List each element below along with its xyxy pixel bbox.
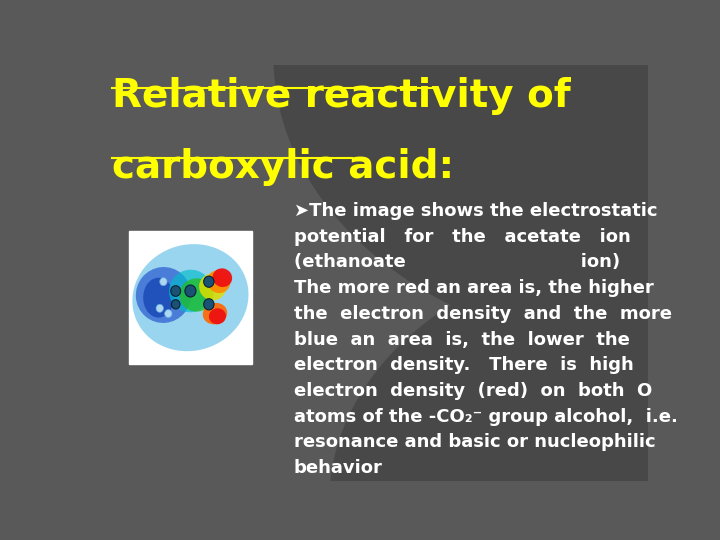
Circle shape (171, 300, 180, 309)
Ellipse shape (136, 267, 191, 323)
Ellipse shape (132, 244, 248, 351)
Polygon shape (274, 0, 676, 356)
Ellipse shape (212, 268, 232, 287)
Circle shape (185, 285, 196, 297)
Polygon shape (330, 244, 720, 540)
Ellipse shape (203, 303, 228, 325)
Ellipse shape (199, 274, 226, 300)
Ellipse shape (207, 271, 230, 293)
Text: carboxylic acid:: carboxylic acid: (112, 148, 454, 186)
Circle shape (156, 305, 163, 312)
Circle shape (171, 286, 181, 296)
Text: ➤The image shows the electrostatic
potential   for   the   acetate   ion
(ethano: ➤The image shows the electrostatic poten… (294, 202, 678, 477)
Ellipse shape (179, 278, 214, 312)
Ellipse shape (169, 269, 212, 312)
Circle shape (204, 299, 214, 310)
Bar (129, 231, 252, 364)
Ellipse shape (209, 308, 226, 325)
Circle shape (160, 278, 167, 286)
Circle shape (165, 309, 172, 318)
Circle shape (204, 276, 214, 287)
Text: Relative reactivity of: Relative reactivity of (112, 77, 571, 115)
Ellipse shape (143, 278, 174, 318)
